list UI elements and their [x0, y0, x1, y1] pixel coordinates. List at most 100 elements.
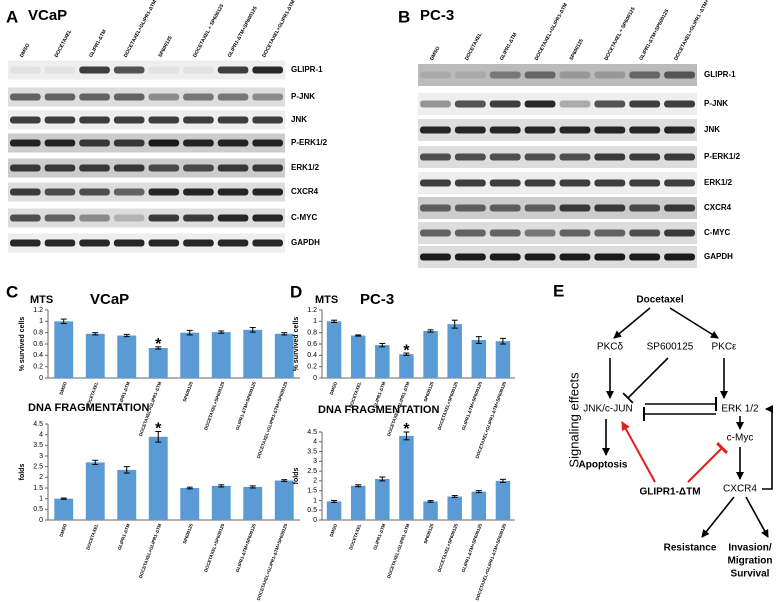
band: [454, 100, 486, 108]
lane-label: DOCETAXEL + SP600125: [603, 6, 636, 61]
bar: [211, 332, 231, 378]
lane-label: DOCETAXEL + SP600125: [192, 3, 225, 58]
y-axis-label: % survived cells: [293, 317, 300, 372]
protein-label: C-MYC: [291, 213, 317, 222]
x-tick-label: DOCETAXEL+GLIPR1-ΔTM+SP600125: [256, 381, 289, 459]
band: [44, 139, 76, 147]
bar: [399, 435, 414, 520]
panel-title: VCaP: [90, 291, 129, 308]
y-tick-label: 1.2: [307, 307, 317, 314]
band: [148, 214, 180, 222]
band: [217, 66, 249, 74]
bar: [148, 436, 168, 520]
x-tick-label: DMSO: [329, 381, 338, 396]
band: [148, 93, 180, 101]
x-tick-label: GLIPR1-ΔTM+SP600125: [235, 381, 257, 431]
y-axis-label: % survived cells: [19, 317, 26, 372]
bar: [274, 480, 294, 520]
band: [594, 153, 626, 161]
band: [489, 204, 521, 212]
band: [183, 239, 214, 247]
band: [594, 126, 626, 134]
band: [183, 93, 214, 101]
band: [594, 204, 626, 212]
bar: [326, 321, 342, 378]
y-tick-label: 0.2: [33, 364, 43, 371]
band: [44, 239, 76, 247]
band: [664, 179, 695, 187]
protein-label: GAPDH: [704, 252, 733, 261]
band: [420, 100, 451, 108]
protein-label: JNK: [704, 125, 720, 134]
bar: [211, 485, 231, 520]
band: [217, 214, 249, 222]
blot-strip: [8, 182, 285, 202]
panel-title: PC-3: [360, 291, 394, 308]
band: [79, 93, 110, 101]
bar: [495, 480, 511, 520]
band: [44, 93, 76, 101]
band: [664, 100, 695, 108]
band: [489, 100, 521, 108]
x-tick-label: SP600125: [423, 381, 435, 403]
y-tick-label: 2: [39, 474, 43, 481]
lane-label: GLIPR1-ΔTM+SP600125: [638, 8, 670, 61]
panel-title: VCaP: [28, 7, 67, 24]
x-tick-label: DMSO: [329, 523, 338, 538]
lane-label: SP600125: [569, 38, 585, 62]
panel-title: PC-3: [420, 7, 454, 24]
band: [183, 214, 214, 222]
y-tick-label: 3: [39, 453, 43, 460]
band: [252, 214, 283, 222]
blot-strip: [418, 197, 697, 219]
node: c-Myc: [727, 433, 754, 444]
annotation: *: [155, 336, 162, 353]
bar: [350, 335, 366, 378]
arrow: [613, 307, 651, 339]
protein-label: ERK1/2: [291, 163, 320, 172]
band: [44, 116, 76, 124]
bar: [375, 345, 390, 378]
blot-strip: [8, 208, 285, 228]
band: [44, 188, 76, 196]
band: [10, 93, 41, 101]
x-tick-label: GLIPR1-ΔTM: [372, 523, 386, 551]
band: [489, 153, 521, 161]
chart-title: MTS: [315, 294, 338, 306]
band: [420, 179, 451, 187]
bar: [375, 478, 390, 520]
band: [79, 66, 110, 74]
band: [420, 153, 451, 161]
band: [252, 239, 283, 247]
band: [524, 126, 556, 134]
band: [454, 153, 486, 161]
lane-label: GLIPR1-ΔTM: [499, 32, 519, 62]
band: [10, 139, 41, 147]
arrow: [669, 307, 719, 339]
y-tick-label: 3: [313, 458, 317, 465]
bar: [85, 333, 105, 378]
red-inhibit: [687, 441, 729, 483]
band: [489, 253, 521, 261]
band: [10, 164, 41, 172]
band: [183, 188, 214, 196]
x-tick-label: DOCETAXEL+SP600125: [203, 523, 225, 573]
blot-strip: [418, 64, 697, 86]
band: [217, 93, 249, 101]
blot-strip: [8, 133, 285, 153]
x-tick-label: DOCETAXEL: [85, 523, 99, 551]
x-tick-label: GLIPR1-ΔTM+SP600125: [235, 523, 257, 573]
panel-label: B: [398, 7, 410, 26]
protein-label: GLIPR-1: [291, 65, 323, 74]
y-tick-label: 0: [39, 517, 43, 524]
band: [217, 164, 249, 172]
band: [44, 66, 76, 74]
band: [629, 71, 661, 79]
band: [629, 179, 661, 187]
x-tick-label: DOCETAXEL+GLIPR1-ΔTM: [138, 523, 162, 579]
blot-strip: [8, 110, 285, 130]
side-label: Signaling effects: [566, 372, 581, 468]
protein-label: CXCR4: [291, 187, 319, 196]
band: [44, 214, 76, 222]
lane-label: DOCETAXEL: [464, 32, 484, 62]
